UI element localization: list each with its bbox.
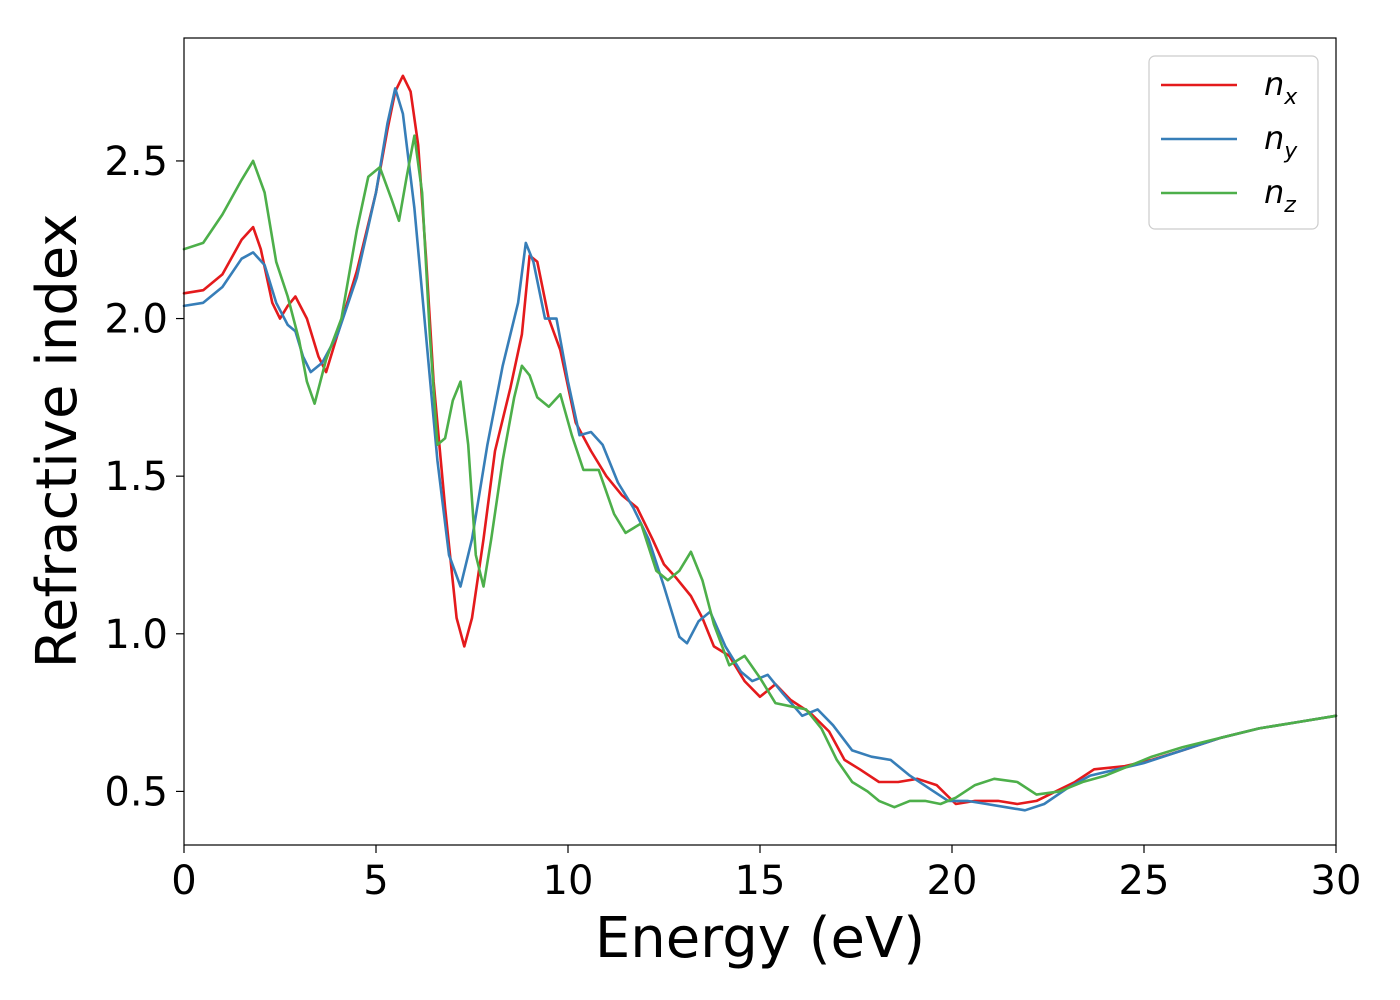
x-tick-label: 15 — [735, 858, 786, 904]
x-tick-label: 30 — [1311, 858, 1362, 904]
x-tick-label: 20 — [927, 858, 978, 904]
x-tick-label: 10 — [543, 858, 594, 904]
x-axis-label: Energy (eV) — [595, 906, 925, 971]
legend-box — [1148, 55, 1319, 230]
x-axis-ticks: 0 5 10 15 20 25 30 — [171, 845, 1361, 904]
x-tick-label: 0 — [171, 858, 196, 904]
x-tick-label: 25 — [1119, 858, 1170, 904]
y-tick-label: 2.5 — [104, 139, 168, 185]
y-tick-label: 1.0 — [104, 612, 168, 658]
y-tick-label: 2.0 — [104, 297, 168, 343]
legend-label-z: nz — [1264, 173, 1296, 218]
legend-label-x: nx — [1264, 65, 1298, 110]
y-tick-label: 0.5 — [104, 769, 168, 815]
x-tick-label: 5 — [363, 858, 388, 904]
series-line-z — [182, 134, 1338, 809]
plot-lines — [182, 74, 1338, 812]
y-tick-label: 1.5 — [104, 454, 168, 500]
series-line-x — [182, 74, 1338, 806]
legend: nx ny nz — [1148, 55, 1319, 230]
y-axis-ticks: 0.5 1.0 1.5 2.0 2.5 — [104, 139, 184, 815]
y-axis-label: Refractive index — [25, 214, 90, 669]
legend-label-y: ny — [1264, 119, 1298, 164]
